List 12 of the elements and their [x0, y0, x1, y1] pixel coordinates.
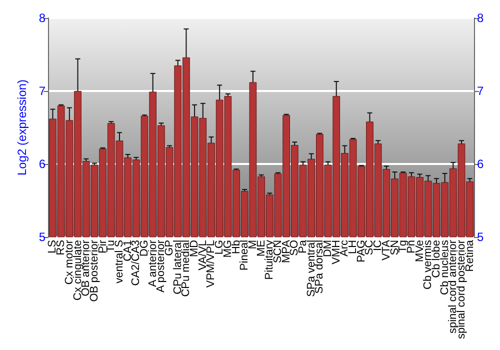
y2-tick-label: 6	[477, 156, 484, 171]
x-tick-label: Retina	[464, 239, 476, 272]
y2-tick-label: 5	[477, 230, 484, 244]
y2-tick-label: 8	[477, 11, 484, 25]
y2-tick-label: 7	[477, 84, 484, 98]
y-tick-label: 8	[38, 11, 46, 25]
y-tick-label: 7	[38, 84, 46, 98]
y-axis-title: Log2 (expression)	[15, 79, 29, 176]
x-tick-label: A posterior	[155, 240, 168, 293]
x-tick-label: Tg	[397, 240, 410, 253]
y-tick-label: 5	[38, 230, 46, 244]
y-tick-label: 6	[38, 156, 46, 171]
